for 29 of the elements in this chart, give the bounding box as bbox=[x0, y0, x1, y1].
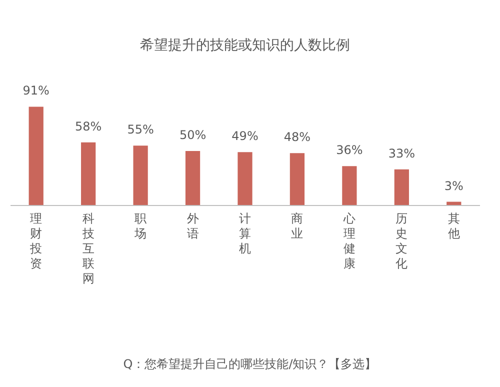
data-label: 58% bbox=[74, 119, 102, 134]
data-label: 3% bbox=[444, 178, 464, 193]
x-tick-label: 心理健康 bbox=[342, 212, 356, 270]
data-label: 50% bbox=[179, 128, 206, 142]
bar bbox=[446, 202, 462, 205]
bar bbox=[133, 146, 148, 205]
data-label: 48% bbox=[284, 130, 311, 144]
x-tick-label: 职场 bbox=[134, 212, 147, 240]
bar bbox=[290, 153, 305, 205]
x-tick-label: 科技互联网 bbox=[81, 212, 94, 286]
data-label: 91% bbox=[22, 84, 50, 98]
data-label: 49% bbox=[232, 129, 258, 144]
data-label: 33% bbox=[388, 146, 416, 160]
bar bbox=[81, 142, 96, 205]
x-tick-label: 计算机 bbox=[239, 212, 251, 256]
text: Q：您希望提升自己的哪些技能/知识？【多选】 bbox=[122, 356, 378, 373]
bar bbox=[238, 152, 252, 205]
data-label: 36% bbox=[336, 143, 363, 158]
x-tick-label: 其他 bbox=[448, 212, 460, 240]
x-tick-label: 外语 bbox=[186, 212, 199, 240]
data-label: 55% bbox=[127, 122, 154, 137]
x-tick-label: 理财投资 bbox=[29, 212, 42, 270]
bar bbox=[394, 169, 409, 205]
x-tick-label: 商业 bbox=[291, 212, 304, 240]
bar bbox=[342, 166, 357, 205]
bar bbox=[185, 151, 200, 205]
bar bbox=[28, 106, 44, 205]
x-tick-label: 历史文化 bbox=[396, 212, 408, 270]
chart-title: 希望提升的技能或知识的人数比例 bbox=[140, 38, 350, 54]
